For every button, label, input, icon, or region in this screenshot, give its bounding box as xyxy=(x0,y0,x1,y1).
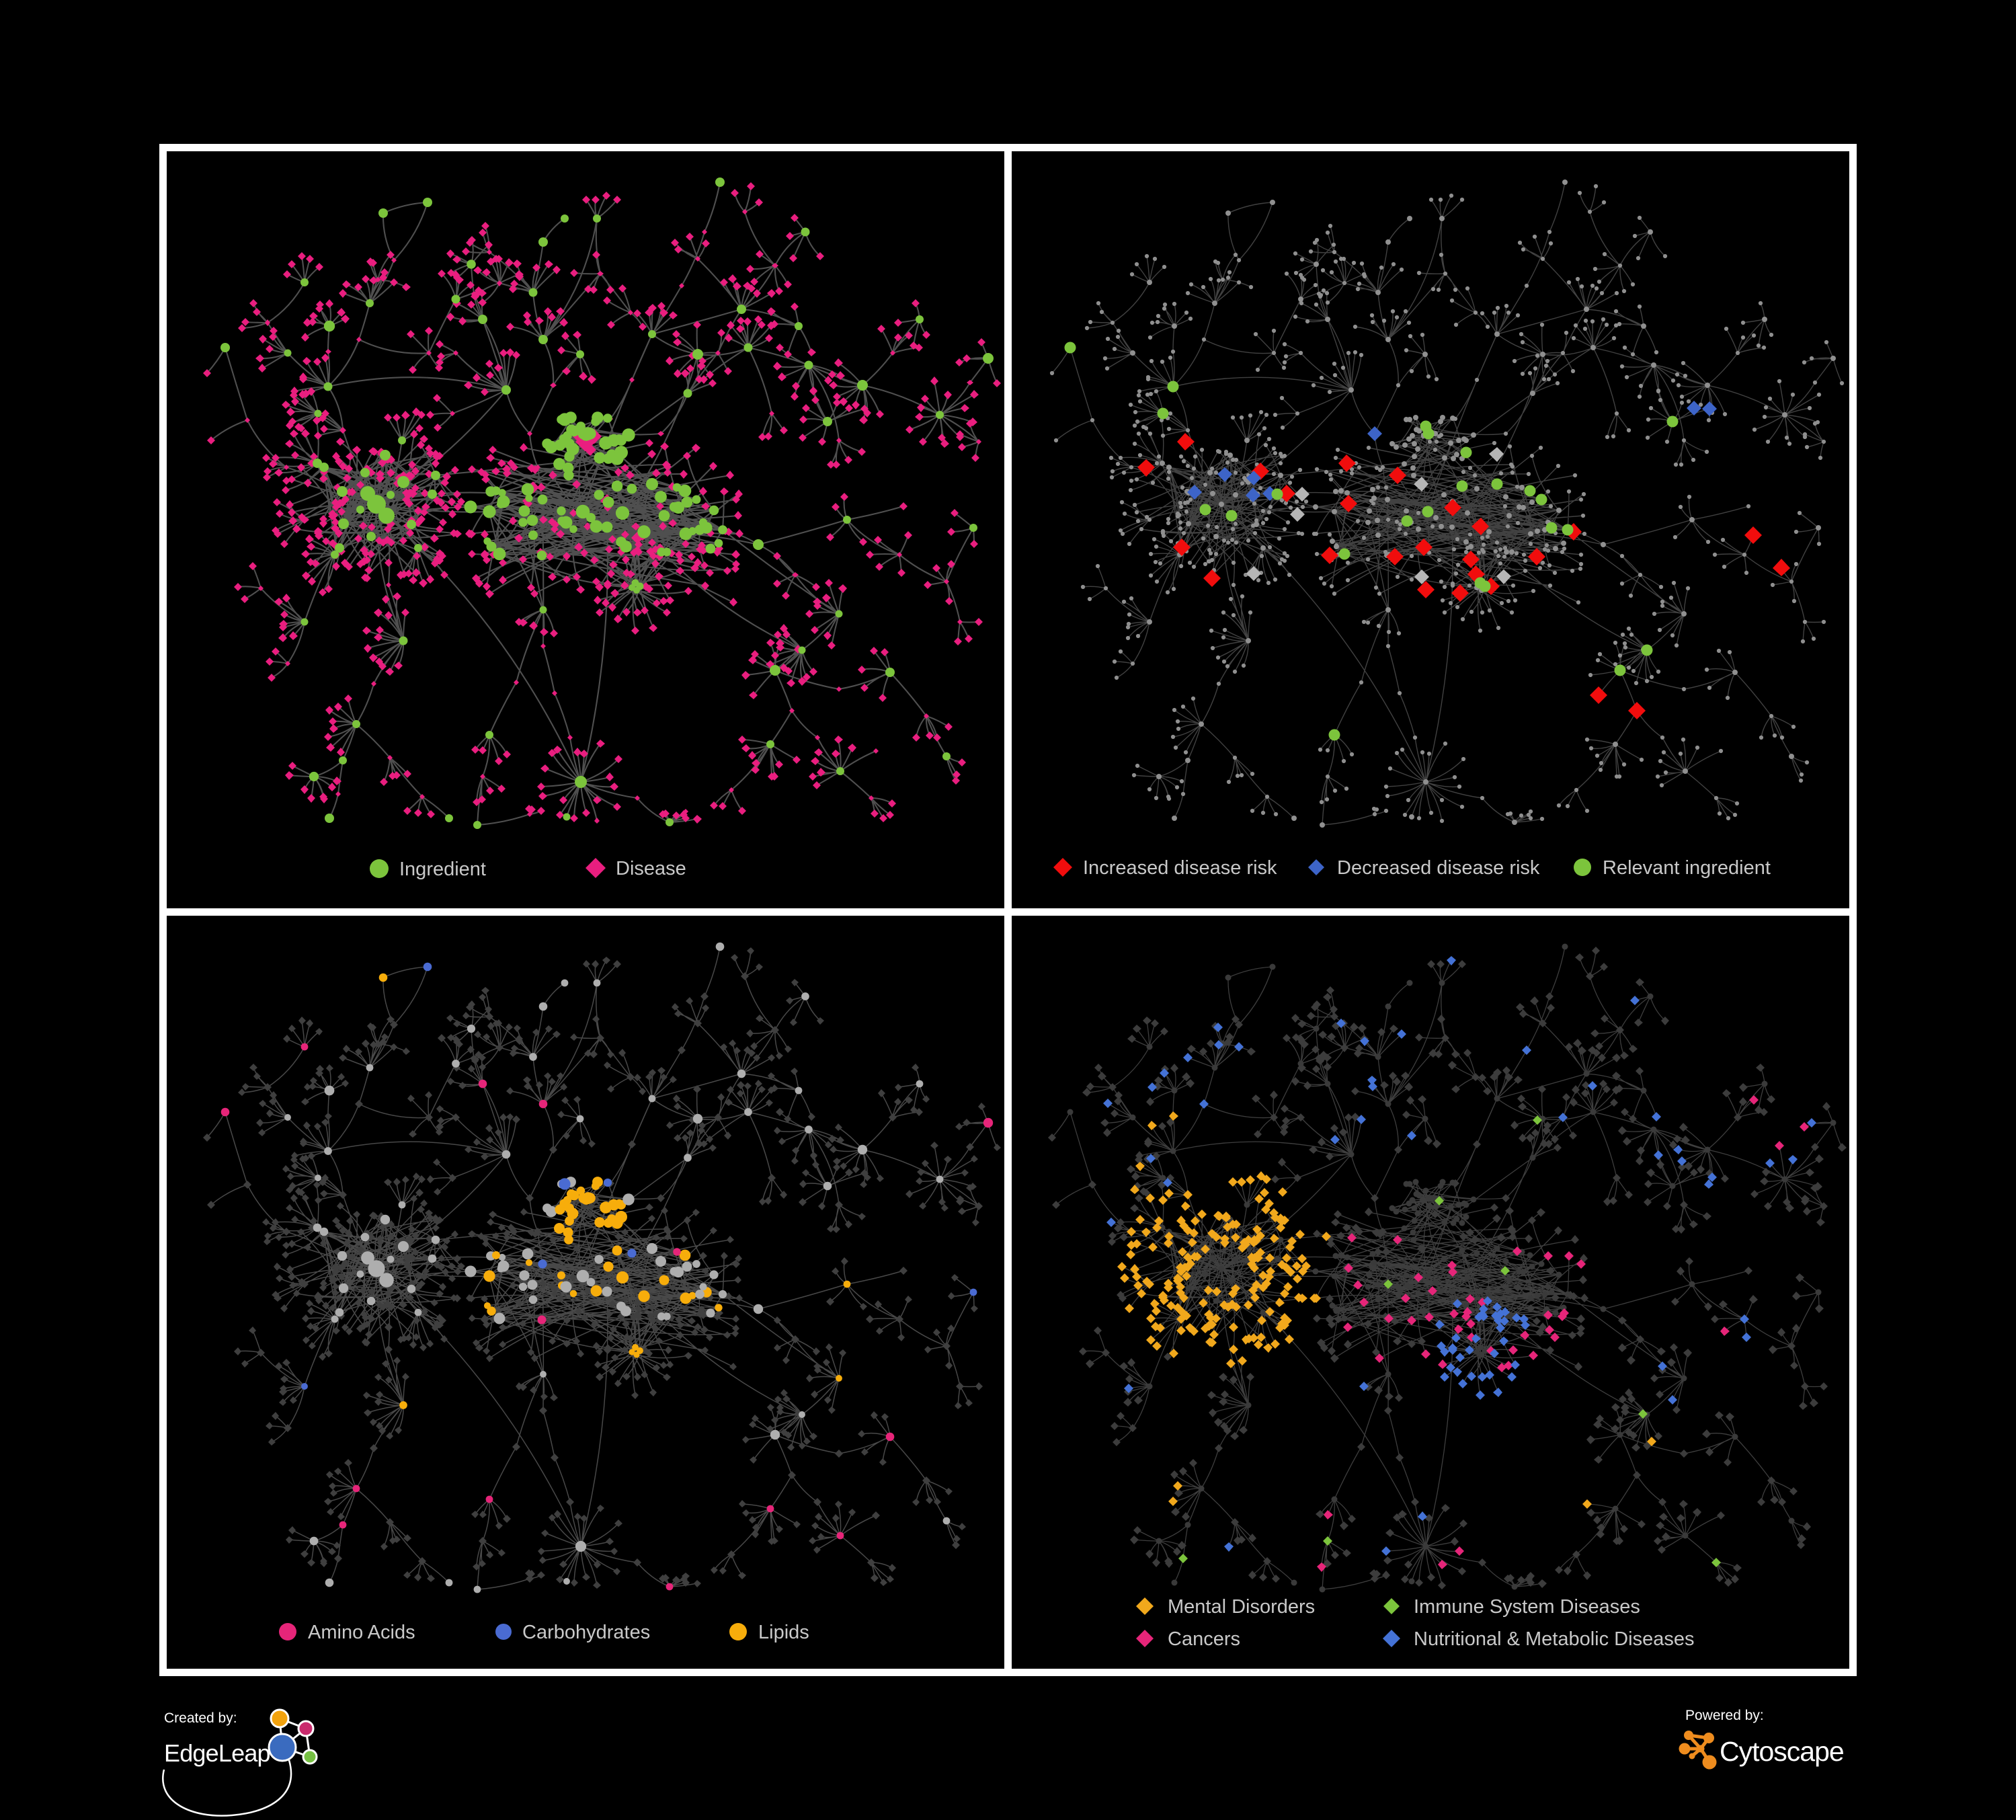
svg-text:Amino Acids: Amino Acids xyxy=(308,1622,415,1643)
svg-text:Decreased disease risk: Decreased disease risk xyxy=(1337,857,1540,879)
svg-text:Ingredient: Ingredient xyxy=(399,859,486,880)
svg-text:Carbohydrates: Carbohydrates xyxy=(522,1622,650,1643)
svg-text:Cancers: Cancers xyxy=(1168,1628,1240,1650)
svg-text:Cytoscape: Cytoscape xyxy=(1720,1736,1844,1767)
svg-text:Mental Disorders: Mental Disorders xyxy=(1168,1596,1315,1618)
svg-text:EdgeLeap: EdgeLeap xyxy=(164,1739,270,1767)
svg-text:Disease: Disease xyxy=(616,858,686,879)
svg-text:Lipids: Lipids xyxy=(758,1622,809,1643)
svg-text:Relevant ingredient: Relevant ingredient xyxy=(1603,857,1771,879)
svg-text:Increased disease risk: Increased disease risk xyxy=(1083,857,1277,879)
svg-text:Nutritional & Metabolic Diseas: Nutritional & Metabolic Diseases xyxy=(1414,1628,1694,1650)
svg-text:Immune System Diseases: Immune System Diseases xyxy=(1414,1596,1640,1618)
